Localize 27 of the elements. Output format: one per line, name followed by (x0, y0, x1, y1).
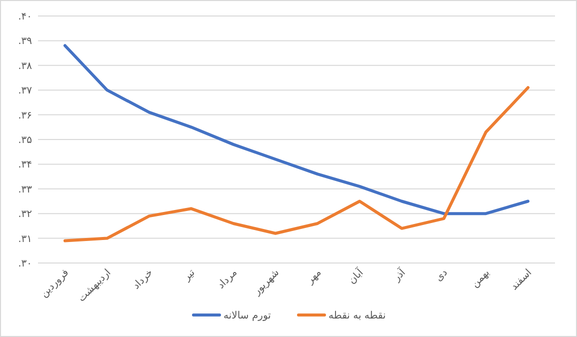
legend-label: نقطه به نقطه (328, 310, 386, 322)
y-tick-label: .۳۷ (18, 86, 33, 97)
x-tick-label: مهر (304, 267, 324, 287)
y-tick-label: .۳۸ (18, 60, 33, 72)
x-tick-label: مرداد (216, 267, 240, 292)
y-tick-label: .۳۵ (18, 135, 32, 146)
y-tick-label: .۳۰ (18, 258, 32, 270)
x-tick-label: تیر (180, 267, 198, 284)
x-tick-label: شهریور (250, 267, 282, 298)
x-tick-label: اردیبهشت (76, 267, 114, 304)
x-tick-label: اسفند (509, 267, 534, 292)
y-tick-label: .۳۳ (18, 184, 33, 196)
y-tick-label: .۳۲ (18, 209, 32, 220)
y-tick-label: .۳۱ (18, 234, 32, 245)
line-series (64, 86, 530, 242)
x-tick-label: بهمن (470, 267, 492, 290)
x-tick-label: فروردین (38, 267, 72, 300)
y-tick-label: .۳۶ (18, 110, 32, 122)
y-tick-label: .۳۴ (18, 160, 32, 171)
x-tick-label: خرداد (130, 267, 156, 292)
y-tick-label: .۳۹ (18, 36, 32, 48)
legend-label: تورم سالانه (224, 310, 272, 322)
x-tick-label: دی (433, 267, 450, 284)
y-tick-label: .۴۰ (18, 12, 32, 22)
line-series (64, 44, 530, 216)
x-tick-label: آذر (389, 265, 409, 284)
x-tick-label: آبان (345, 265, 367, 286)
